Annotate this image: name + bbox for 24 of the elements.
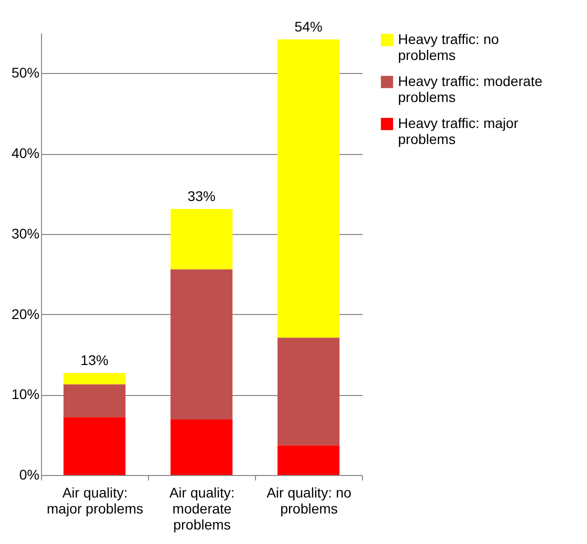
legend-label: Heavy traffic: no problems: [398, 31, 500, 63]
x-tick-label: Air quality: no problems: [266, 484, 352, 516]
bar: [64, 372, 126, 384]
legend-label: Heavy traffic: major problems: [398, 115, 519, 147]
y-tick-label: 20%: [11, 306, 40, 322]
bar: [64, 417, 126, 475]
bar: [170, 269, 232, 420]
y-tick-label: 0%: [19, 466, 40, 482]
total-label: 54%: [294, 18, 323, 34]
x-tick-label: Air quality: major problems: [46, 484, 144, 516]
bar: [170, 420, 232, 475]
x-tick-label: Air quality: moderate problems: [169, 484, 235, 532]
bar: [278, 39, 340, 338]
y-tick-label: 40%: [11, 145, 40, 162]
bar: [170, 208, 232, 270]
total-label: 13%: [80, 352, 109, 368]
legend-label: Heavy traffic: moderate problems: [398, 73, 543, 105]
y-tick-label: 10%: [11, 386, 40, 402]
y-tick-label: 30%: [11, 225, 40, 242]
bar: [278, 445, 340, 475]
bar: [64, 384, 126, 418]
y-tick-label: 50%: [11, 64, 40, 81]
bar: [278, 338, 340, 446]
total-label: 33%: [187, 188, 216, 204]
